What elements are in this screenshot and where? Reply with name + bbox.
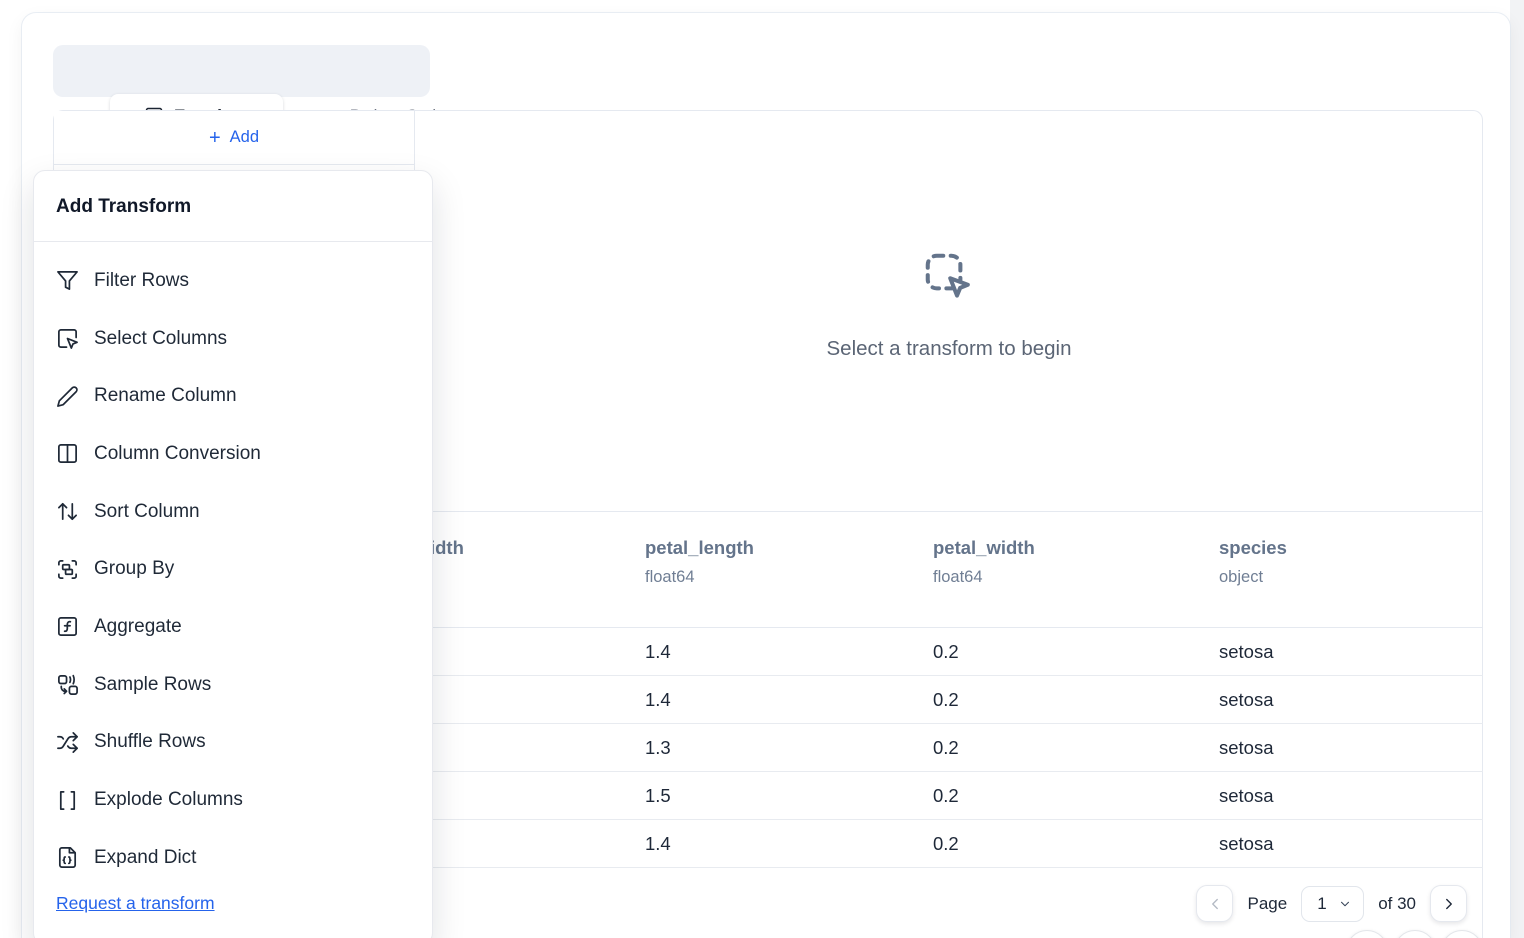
menu-item[interactable]: Column Conversion	[34, 425, 432, 483]
next-page-button[interactable]	[1430, 885, 1467, 922]
expand-dict-icon	[56, 846, 79, 869]
table-column-header: petal_width float64	[933, 512, 1219, 627]
table-body: 1.4 0.2 setosa 1.4 0.2 setosa 1.3 0.2 se…	[358, 628, 1483, 868]
cell-species: setosa	[1219, 832, 1274, 854]
chevron-right-icon	[1440, 895, 1458, 913]
empty-state-text: Select a transform to begin	[826, 337, 1072, 360]
sample-rows-icon	[56, 673, 79, 696]
menu-title: Add Transform	[56, 196, 192, 217]
menu-list: Filter Rows Select Columns Rename Column…	[34, 242, 432, 887]
add-transform-button[interactable]: + Add	[54, 111, 414, 165]
columns-icon	[56, 442, 79, 465]
table-column-header: species object	[1219, 512, 1483, 627]
menu-item-label: Filter Rows	[94, 269, 190, 291]
cell-petal-width: 0.2	[933, 784, 959, 806]
cell-petal-width: 0.2	[933, 688, 959, 710]
group-icon	[56, 558, 79, 581]
chevron-left-icon	[1206, 895, 1224, 913]
data-table: sepal_width float64 petal_length float64…	[358, 512, 1483, 868]
menu-item-label: Select Columns	[94, 327, 228, 349]
table-row: 1.3 0.2 setosa	[358, 724, 1483, 772]
menu-item-label: Shuffle Rows	[94, 731, 206, 753]
column-name: petal_length	[645, 537, 754, 558]
select-columns-icon	[56, 327, 79, 350]
menu-item-label: Column Conversion	[94, 442, 261, 464]
table-row: 1.4 0.2 setosa	[358, 820, 1483, 868]
cell-species: setosa	[1219, 688, 1274, 710]
page-total-label: of 30	[1378, 893, 1416, 913]
cell-petal-width: 0.2	[933, 832, 959, 854]
cell-species: setosa	[1219, 640, 1274, 662]
previous-page-button[interactable]	[1196, 885, 1234, 922]
cell-petal-length: 1.4	[645, 832, 671, 854]
pagination: Page 1 of 30	[1196, 885, 1467, 922]
menu-item[interactable]: Filter Rows	[34, 252, 432, 310]
table-header-row: sepal_width float64 petal_length float64…	[358, 512, 1483, 628]
page-select[interactable]: 1	[1301, 885, 1365, 922]
select-cursor-icon	[921, 249, 975, 303]
menu-item[interactable]: Select Columns	[34, 310, 432, 368]
menu-item[interactable]: Expand Dict	[34, 829, 432, 887]
menu-divider	[34, 241, 432, 242]
tab-bar: Transform Python Code	[53, 45, 445, 138]
pencil-icon	[56, 385, 79, 408]
cell-petal-length: 1.4	[645, 640, 671, 662]
menu-item[interactable]: Rename Column	[34, 367, 432, 425]
cell-species: setosa	[1219, 784, 1274, 806]
cell-petal-length: 1.5	[645, 784, 671, 806]
menu-item[interactable]: Sample Rows	[34, 656, 432, 714]
cell-petal-width: 0.2	[933, 736, 959, 758]
table-row: 1.4 0.2 setosa	[358, 628, 1483, 676]
column-dtype: float64	[645, 568, 695, 586]
menu-item[interactable]: Sort Column	[34, 483, 432, 541]
table-top-border	[415, 511, 1483, 512]
filter-icon	[56, 269, 79, 292]
menu-item-label: Sample Rows	[94, 673, 212, 695]
cell-petal-length: 1.3	[645, 736, 671, 758]
request-transform-link[interactable]: Request a transform	[56, 892, 215, 913]
column-name: petal_width	[933, 537, 1035, 558]
menu-item-label: Sort Column	[94, 500, 200, 522]
table-column-header: petal_length float64	[645, 512, 933, 627]
menu-item[interactable]: Aggregate	[34, 598, 432, 656]
menu-item[interactable]: Explode Columns	[34, 771, 432, 829]
add-button-label: Add	[229, 128, 260, 146]
sort-icon	[56, 500, 79, 523]
page-select-value: 1	[1317, 893, 1327, 913]
column-dtype: float64	[933, 568, 983, 586]
cell-petal-length: 1.4	[645, 688, 671, 710]
table-row: 1.4 0.2 setosa	[358, 676, 1483, 724]
table-row: 1.5 0.2 setosa	[358, 772, 1483, 820]
plus-icon: +	[208, 126, 221, 149]
shuffle-icon	[56, 731, 79, 754]
add-transform-menu: Add Transform Filter Rows Select Columns…	[33, 170, 433, 938]
page-background	[1510, 0, 1524, 938]
function-square-icon	[56, 615, 79, 638]
menu-item-label: Aggregate	[94, 615, 182, 637]
brackets-icon	[56, 789, 79, 812]
menu-item-label: Expand Dict	[94, 846, 197, 868]
menu-item-label: Rename Column	[94, 385, 237, 407]
column-name: species	[1219, 537, 1287, 558]
chevron-down-icon	[1338, 897, 1352, 911]
menu-item-label: Group By	[94, 558, 175, 580]
menu-item-label: Explode Columns	[94, 789, 243, 811]
menu-item[interactable]: Shuffle Rows	[34, 714, 432, 772]
menu-item[interactable]: Group By	[34, 540, 432, 598]
cell-petal-width: 0.2	[933, 640, 959, 662]
cell-species: setosa	[1219, 736, 1274, 758]
column-dtype: object	[1219, 568, 1264, 586]
page-label: Page	[1247, 893, 1288, 913]
